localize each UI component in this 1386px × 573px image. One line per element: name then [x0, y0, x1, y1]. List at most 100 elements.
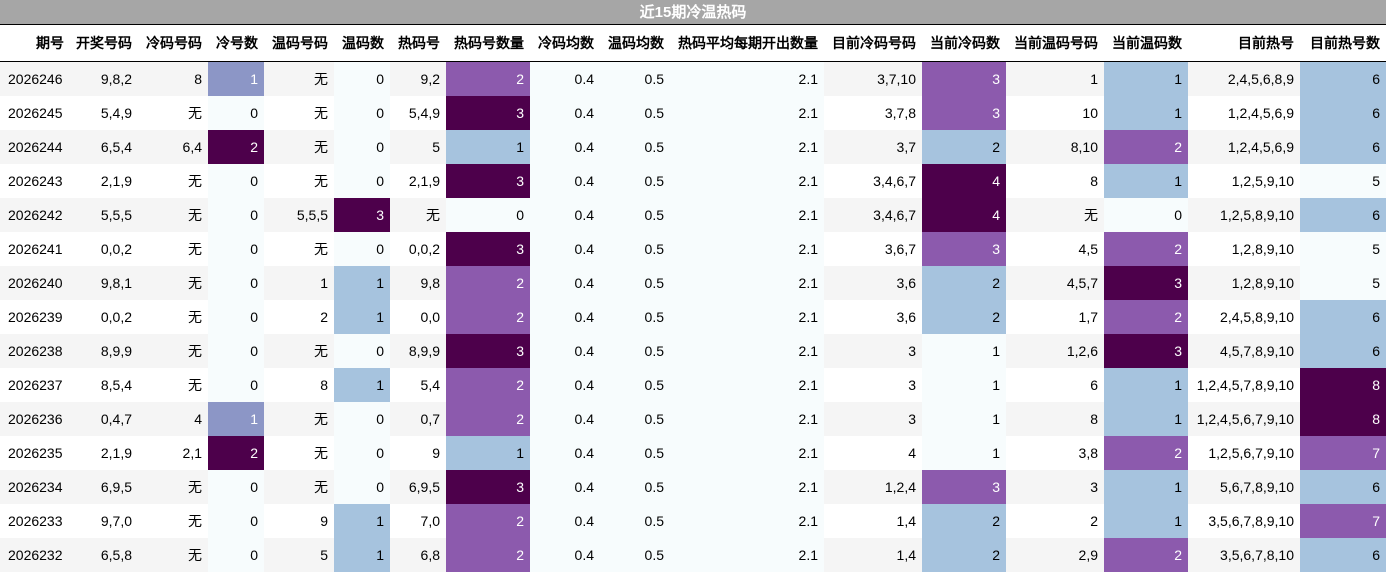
- table-row: 2026241 0,0,2 无 0 无 0 0,0,2 3 0.4 0.5 2.1 3,6,7 3 4,5…: [0, 232, 1386, 266]
- table-cell: 1: [446, 130, 530, 164]
- table-cell: 2026243: [0, 164, 70, 198]
- table-cell: 3: [446, 232, 530, 266]
- table-cell: 1,2,4,5,6,9: [1188, 130, 1300, 164]
- table-cell: 2: [922, 504, 1006, 538]
- table-cell: 5,4,9: [390, 96, 446, 130]
- table-cell: 无: [264, 470, 334, 504]
- table-row: 2026239 0,0,2 无 0 2 1 0,0 2 0.4 0.5 2.1 3,6 2 1,7 2 2,4…: [0, 300, 1386, 334]
- table-cell: 2: [208, 436, 264, 470]
- table-cell: 8: [264, 368, 334, 402]
- table-cell: 0.4: [530, 96, 600, 130]
- table-cell: 8: [1006, 164, 1104, 198]
- table-cell: 8,10: [1006, 130, 1104, 164]
- table-cell: 4: [922, 198, 1006, 232]
- table-row: 2026244 6,5,4 6,4 2 无 0 5 1 0.4 0.5 2.1 3,7 2 8,10 2 1,…: [0, 130, 1386, 164]
- table-cell: 0.4: [530, 504, 600, 538]
- column-header: 目前热号数: [1300, 25, 1386, 62]
- table-cell: 3: [922, 61, 1006, 96]
- table-cell: 3,7: [824, 130, 922, 164]
- table-cell: 0: [208, 504, 264, 538]
- table-cell: 无: [390, 198, 446, 232]
- table-cell: 无: [138, 470, 208, 504]
- table-cell: 6: [1300, 61, 1386, 96]
- column-header: 冷号数: [208, 25, 264, 62]
- table-cell: 0: [208, 470, 264, 504]
- table-row: 2026246 9,8,2 8 1 无 0 9,2 2 0.4 0.5 2.1 3,7,10 3 1 1 2,…: [0, 61, 1386, 96]
- table-cell: 3: [922, 96, 1006, 130]
- table-cell: 2: [922, 300, 1006, 334]
- table-cell: 0.4: [530, 334, 600, 368]
- table-cell: 1,2,4,5,6,9: [1188, 96, 1300, 130]
- table-cell: 5: [390, 130, 446, 164]
- column-header: 冷码号码: [138, 25, 208, 62]
- table-cell: 1: [922, 368, 1006, 402]
- table-cell: 0.5: [600, 334, 670, 368]
- table-cell: 1,7: [1006, 300, 1104, 334]
- table-cell: 2.1: [670, 96, 824, 130]
- table-cell: 2: [1104, 300, 1188, 334]
- table-cell: 0.5: [600, 436, 670, 470]
- table-cell: 3: [1104, 266, 1188, 300]
- table-cell: 2.1: [670, 402, 824, 436]
- table-cell: 0.5: [600, 198, 670, 232]
- table-cell: 0: [334, 470, 390, 504]
- table-cell: 2: [922, 266, 1006, 300]
- table-cell: 0.4: [530, 470, 600, 504]
- table-cell: 6: [1300, 334, 1386, 368]
- table-cell: 1,2,8,9,10: [1188, 266, 1300, 300]
- table-cell: 0: [334, 402, 390, 436]
- column-header: 期号: [0, 25, 70, 62]
- table-cell: 2026246: [0, 61, 70, 96]
- table-cell: 2.1: [670, 130, 824, 164]
- table-cell: 无: [264, 436, 334, 470]
- table-row: 2026245 5,4,9 无 0 无 0 5,4,9 3 0.4 0.5 2.1 3,7,8 3 10 1…: [0, 96, 1386, 130]
- table-cell: 0: [208, 198, 264, 232]
- table-cell: 2026236: [0, 402, 70, 436]
- table-cell: 2.1: [670, 164, 824, 198]
- table-cell: 1,2,4,5,7,8,9,10: [1188, 368, 1300, 402]
- table-cell: 2: [1104, 538, 1188, 572]
- table-cell: 2: [208, 130, 264, 164]
- table-cell: 2: [922, 130, 1006, 164]
- table-cell: 2.1: [670, 300, 824, 334]
- column-header: 热码平均每期开出数量: [670, 25, 824, 62]
- column-header: 冷码均数: [530, 25, 600, 62]
- table-cell: 3: [334, 198, 390, 232]
- table-cell: 6,5,8: [70, 538, 138, 572]
- column-header: 温码均数: [600, 25, 670, 62]
- column-header: 温码号码: [264, 25, 334, 62]
- table-cell: 1: [208, 61, 264, 96]
- table-cell: 6: [1300, 300, 1386, 334]
- table-cell: 2: [1104, 436, 1188, 470]
- table-cell: 2: [446, 61, 530, 96]
- column-header: 目前冷码号码: [824, 25, 922, 62]
- table-cell: 1: [334, 368, 390, 402]
- table-cell: 8: [1006, 402, 1104, 436]
- table-cell: 0: [208, 164, 264, 198]
- table-cell: 8,9,9: [390, 334, 446, 368]
- table-cell: 1: [1104, 164, 1188, 198]
- table-cell: 0.5: [600, 61, 670, 96]
- table-row: 2026232 6,5,8 无 0 5 1 6,8 2 0.4 0.5 2.1 1,4 2 2,9 2 3,5…: [0, 538, 1386, 572]
- table-cell: 1: [1104, 61, 1188, 96]
- table-cell: 0.5: [600, 300, 670, 334]
- table-cell: 3: [922, 232, 1006, 266]
- table-cell: 2026239: [0, 300, 70, 334]
- table-cell: 5: [1300, 232, 1386, 266]
- table-cell: 9,7,0: [70, 504, 138, 538]
- table-cell: 无: [138, 266, 208, 300]
- column-header: 热码号: [390, 25, 446, 62]
- table-cell: 2.1: [670, 368, 824, 402]
- table-cell: 3,6: [824, 266, 922, 300]
- table-cell: 3,8: [1006, 436, 1104, 470]
- table-cell: 0.5: [600, 368, 670, 402]
- table-cell: 4,5: [1006, 232, 1104, 266]
- table-cell: 1: [208, 402, 264, 436]
- table-cell: 0: [1104, 198, 1188, 232]
- table-cell: 1,2,6: [1006, 334, 1104, 368]
- table-cell: 3: [446, 470, 530, 504]
- table-cell: 0: [446, 198, 530, 232]
- table-cell: 0.4: [530, 232, 600, 266]
- table-cell: 0.5: [600, 96, 670, 130]
